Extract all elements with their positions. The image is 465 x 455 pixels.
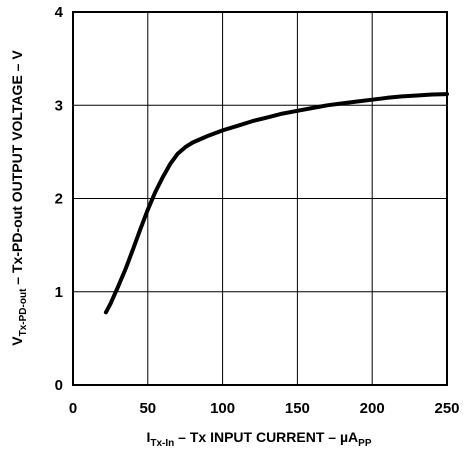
y-axis-title-sub: Tx-PD-out: [18, 288, 29, 336]
series-line: [103, 92, 449, 315]
x-tick-label: 150: [285, 400, 310, 417]
x-tick-label: 100: [210, 400, 235, 417]
x-axis-title-sub: Tx-In: [150, 438, 174, 449]
y-tick-label: 2: [55, 191, 63, 208]
y-tick-labels: 0 1 2 3 4: [55, 4, 64, 394]
x-tick-label: 250: [434, 400, 459, 417]
x-axis-title-rest: – Tx INPUT CURRENT – µA: [174, 429, 358, 445]
x-axis-title-main: I: [147, 429, 151, 445]
x-tick-labels: 0 50 100 150 200 250: [69, 400, 460, 417]
y-tick-label: 0: [55, 377, 63, 394]
y-tick-label: 4: [55, 4, 64, 21]
x-axis-title-sub2: PP: [358, 438, 372, 449]
plot-frame: [72, 11, 448, 386]
y-axis-title: VTx-PD-out – Tx-PD-out OUTPUT VOLTAGE – …: [9, 50, 29, 346]
x-axis-title: ITx-In – Tx INPUT CURRENT – µAPP: [147, 429, 372, 449]
x-tick-label: 200: [360, 400, 385, 417]
y-axis-title-main: V: [9, 336, 25, 346]
y-tick-label: 3: [55, 97, 63, 114]
x-tick-label: 50: [139, 400, 156, 417]
y-axis-title-rest: – Tx-PD-out OUTPUT VOLTAGE – V: [9, 50, 25, 289]
x-tick-label: 0: [69, 400, 77, 417]
grid: [72, 11, 448, 386]
y-tick-label: 1: [55, 284, 63, 301]
